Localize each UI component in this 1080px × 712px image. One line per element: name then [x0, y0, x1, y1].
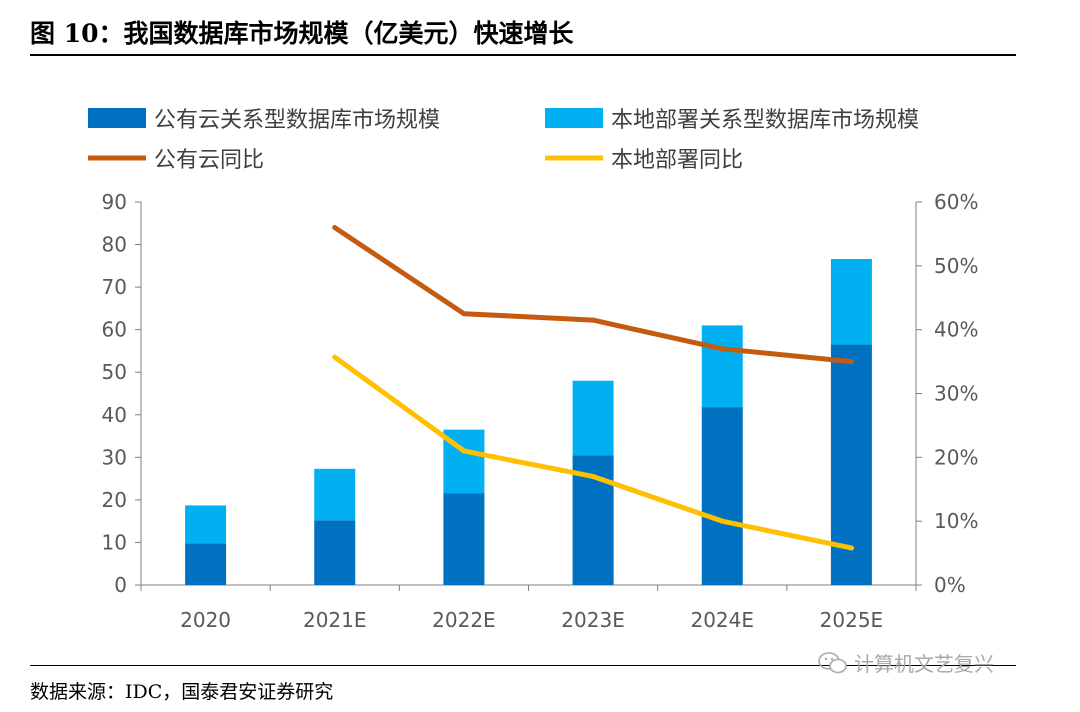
y-left-tick-label: 30: [102, 445, 127, 469]
y-left-tick-label: 70: [102, 275, 127, 299]
legend-label: 本地部署同比: [611, 148, 743, 173]
x-tick-label: 2020: [180, 608, 231, 632]
legend-swatch: [88, 108, 146, 128]
line-local-deploy-yoy-point: [461, 448, 467, 454]
bar-local-deploy: [701, 325, 743, 408]
y-right-tick-label: 10%: [934, 509, 978, 533]
y-right-tick-label: 0%: [934, 573, 966, 597]
line-public-cloud-yoy-point: [590, 317, 596, 323]
watermark: 计算机文艺复兴: [818, 648, 994, 677]
source-rule: [30, 665, 1016, 666]
y-left-tick-label: 40: [102, 403, 127, 427]
bar-public-cloud: [314, 520, 356, 585]
y-right-tick-label: 20%: [934, 445, 978, 469]
line-local-deploy-yoy-point: [332, 354, 338, 360]
x-tick-label: 2024E: [690, 608, 754, 632]
y-left-tick-label: 20: [102, 488, 127, 512]
x-tick-label: 2025E: [820, 608, 884, 632]
bar-local-deploy: [572, 380, 614, 456]
title-rule: [30, 54, 1016, 56]
line-public-cloud-yoy-point: [848, 359, 854, 365]
line-public-cloud-yoy: [332, 225, 854, 365]
bar-local-deploy: [830, 259, 872, 345]
y-right-tick-label: 30%: [934, 382, 978, 406]
legend-label: 本地部署关系型数据库市场规模: [611, 108, 919, 133]
bar-public-cloud: [185, 543, 227, 585]
figure-title: 图 10：我国数据库市场规模（亿美元）快速增长: [30, 19, 574, 48]
lines: [332, 225, 854, 551]
y-left-tick-label: 60: [102, 318, 127, 342]
watermark-text: 计算机文艺复兴: [854, 652, 994, 676]
legend-label: 公有云同比: [154, 148, 264, 173]
y-left-tick-label: 0: [114, 573, 127, 597]
y-right-tick-label: 40%: [934, 318, 978, 342]
line-public-cloud-yoy-point: [461, 311, 467, 317]
line-public-cloud-yoy-point: [719, 346, 725, 352]
source-note: 数据来源：IDC，国泰君安证券研究: [30, 681, 334, 703]
line-local-deploy-yoy-point: [719, 518, 725, 524]
x-tick-label: 2021E: [303, 608, 367, 632]
bars: [185, 259, 872, 585]
wechat-icon: [818, 651, 847, 673]
x-tick-label: 2023E: [561, 608, 625, 632]
y-left-tick-label: 50: [102, 360, 127, 384]
line-local-deploy-yoy-point: [848, 545, 854, 551]
line-local-deploy-yoy-point: [590, 473, 596, 479]
bar-local-deploy: [185, 505, 227, 544]
y-right-tick-label: 60%: [934, 190, 978, 214]
axes: 0 10 20 30 40 50 60 70 80 90 0% 10% 20% 30% 40% 50% 60% 2…: [102, 190, 979, 632]
legend-swatch: [545, 108, 603, 128]
y-left-tick-label: 90: [102, 190, 127, 214]
x-tick-label: 2022E: [432, 608, 496, 632]
y-right-tick-label: 50%: [934, 254, 978, 278]
bar-public-cloud: [701, 407, 743, 585]
line-public-cloud-yoy-point: [332, 225, 338, 231]
bar-local-deploy: [314, 468, 356, 521]
y-left-tick-label: 10: [102, 530, 127, 554]
bar-public-cloud: [443, 493, 485, 585]
y-left-tick-label: 80: [102, 233, 127, 257]
legend-label: 公有云关系型数据库市场规模: [154, 108, 440, 133]
